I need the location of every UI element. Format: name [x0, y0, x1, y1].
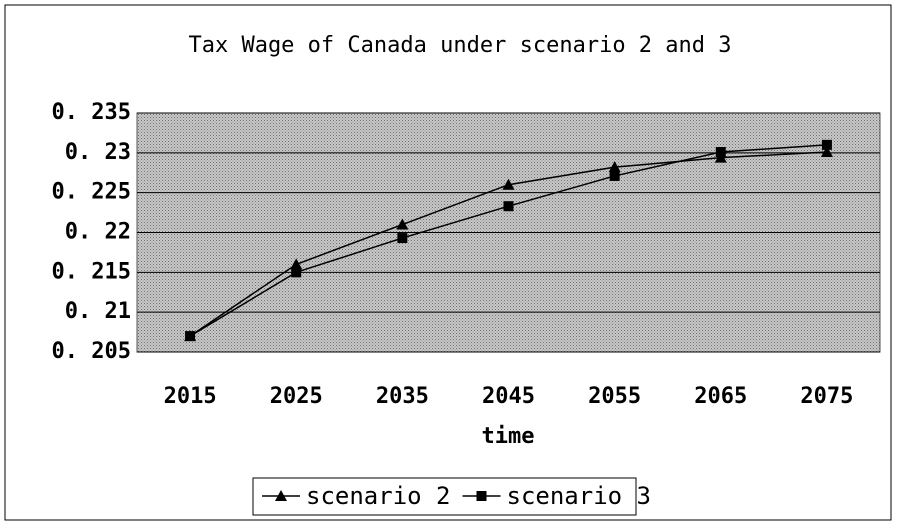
y-tick-label: 0. 21	[65, 299, 131, 324]
data-point	[290, 258, 303, 270]
data-point	[608, 161, 621, 173]
data-point	[397, 233, 408, 244]
y-tick-label: 0. 215	[52, 259, 131, 284]
y-tick-label: 0. 22	[65, 220, 131, 245]
data-point	[820, 146, 833, 158]
legend-label: scenario 2	[306, 482, 451, 510]
data-point	[185, 331, 196, 342]
y-tick-label: 0. 225	[52, 180, 131, 205]
chart-title: Tax Wage of Canada under scenario 2 and …	[188, 33, 731, 58]
x-tick-label: 2035	[376, 384, 429, 409]
x-tick-label: 2065	[694, 384, 747, 409]
x-tick-label: 2045	[482, 384, 535, 409]
data-point	[714, 151, 727, 163]
data-point	[502, 178, 515, 190]
y-tick-label: 0. 235	[52, 100, 131, 125]
x-tick-label: 2055	[588, 384, 641, 409]
y-tick-label: 0. 205	[52, 339, 131, 364]
x-tick-label: 2025	[270, 384, 323, 409]
x-tick-label: 2075	[800, 384, 853, 409]
y-tick-label: 0. 23	[65, 140, 131, 165]
data-point	[609, 170, 620, 181]
data-point	[715, 147, 726, 158]
data-point	[821, 139, 832, 150]
legend-marker	[275, 490, 287, 501]
x-tick-label: 2015	[164, 384, 217, 409]
data-point	[503, 201, 514, 212]
legend-marker	[476, 491, 487, 501]
legend-label: scenario 3	[507, 482, 652, 510]
legend-box	[252, 477, 637, 516]
x-axis-label: time	[482, 424, 535, 449]
data-point	[396, 218, 409, 230]
data-point	[291, 267, 302, 278]
